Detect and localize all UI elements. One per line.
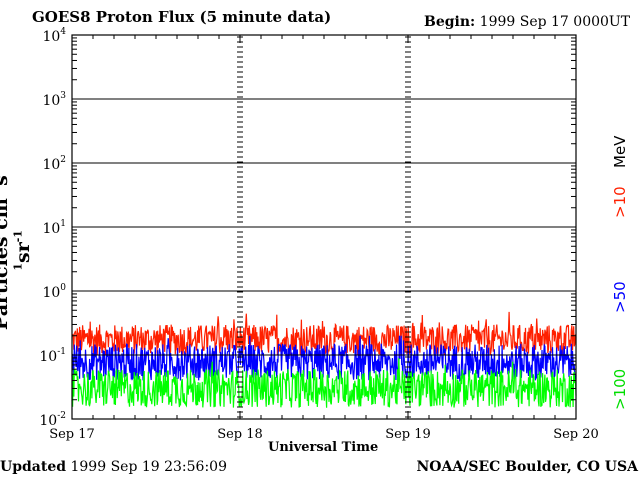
- legend-mev: MeV: [611, 135, 629, 168]
- begin-time: Begin: 1999 Sep 17 0000UT: [424, 14, 630, 30]
- chart-title: GOES8 Proton Flux (5 minute data): [32, 8, 332, 26]
- y-tick-label-6: 104: [42, 27, 66, 45]
- updated-value: 1999 Sep 19 23:56:09: [70, 459, 227, 475]
- x-tick-label-3: Sep 20: [553, 427, 599, 442]
- legend-gt10: >10: [611, 186, 629, 218]
- x-tick-label-1: Sep 18: [217, 427, 263, 442]
- y-tick-label-4: 102: [42, 155, 66, 173]
- credit: NOAA/SEC Boulder, CO USA: [416, 459, 639, 475]
- plot-frame: [71, 34, 577, 420]
- series-line-0: [71, 311, 577, 356]
- y-tick-label-5: 103: [42, 91, 66, 109]
- x-tick-label-0: Sep 17: [49, 427, 95, 442]
- x-tick-label-2: Sep 19: [385, 427, 431, 442]
- begin-label: Begin:: [424, 14, 476, 30]
- x-axis-label: Universal Time: [268, 440, 379, 455]
- y-tick-label-1: 10-1: [39, 347, 66, 365]
- updated-timestamp: Updated 1999 Sep 19 23:56:09: [0, 459, 227, 475]
- updated-label: Updated: [0, 459, 67, 475]
- legend-gt50: >50: [611, 281, 629, 313]
- y-tick-label-3: 101: [42, 219, 66, 237]
- y-tick-label-0: 10-2: [39, 411, 66, 429]
- legend-gt100: >100: [611, 368, 629, 410]
- begin-value: 1999 Sep 17 0000UT: [479, 14, 631, 30]
- y-tick-label-2: 100: [42, 283, 66, 301]
- series-line-2: [71, 358, 577, 408]
